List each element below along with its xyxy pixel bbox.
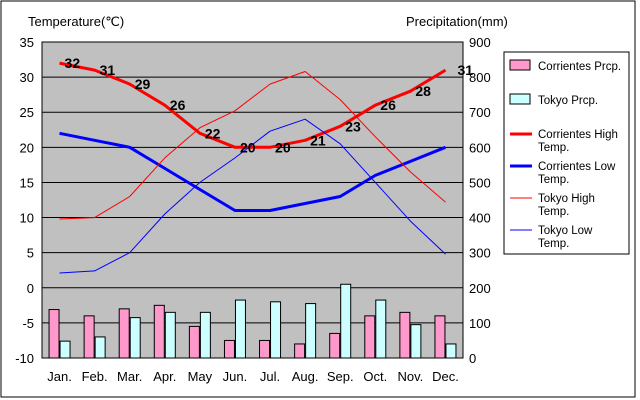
legend-label: Corrientes High Temp. [538, 129, 618, 154]
x-tick-label: May [188, 369, 213, 384]
x-tick-label: Feb. [82, 369, 108, 384]
x-tick-label: Mar. [117, 369, 142, 384]
precip-bar [118, 308, 130, 359]
legend-label-line: Corrientes High [538, 129, 618, 141]
right-tick-label: 500 [469, 175, 491, 190]
temperature-lines [59, 61, 447, 274]
legend-swatch [509, 93, 531, 105]
precip-bar [59, 340, 71, 359]
legend-label: Tokyo Low Temp. [538, 225, 593, 250]
legend-label-line: Corrientes Low [538, 161, 616, 173]
precip-bar [223, 339, 235, 359]
left-tick-label: 0 [27, 281, 34, 296]
precip-bar [305, 303, 317, 359]
axes: -10 -5 0 5 10 15 20 25 30 35 0 100 200 300 400 500 600 70… [15, 35, 491, 384]
legend-label-line: Temp. [538, 174, 569, 186]
left-tick-label: -10 [15, 351, 34, 366]
x-tick-label: Apr. [153, 369, 176, 384]
precip-bar [164, 311, 176, 359]
legend-label-line: Tokyo High [538, 193, 595, 205]
left-tick-label: 5 [27, 246, 34, 261]
data-label: 29 [135, 76, 151, 92]
data-label: 20 [240, 139, 256, 155]
precip-bar [83, 315, 95, 359]
left-tick-label: 25 [20, 105, 34, 120]
series-line [59, 118, 446, 274]
right-tick-label: 900 [469, 35, 491, 50]
x-tick-label: Oct. [363, 369, 387, 384]
precipitation-bars [48, 283, 457, 359]
series-line [59, 71, 446, 220]
precip-bar [188, 325, 200, 359]
legend-label: Corrientes Low Temp. [538, 161, 616, 186]
plot-area [41, 41, 464, 359]
precip-bar [375, 299, 387, 359]
x-tick-label: Nov. [397, 369, 423, 384]
precip-bar [270, 301, 282, 359]
precip-bar [129, 317, 141, 359]
data-label: 31 [100, 62, 116, 78]
left-tick-label: 10 [20, 211, 34, 226]
left-tick-label: 30 [20, 70, 34, 85]
data-labels: 32 31 29 26 22 20 20 21 23 26 28 31 [65, 55, 474, 155]
precip-bar [259, 339, 271, 359]
data-label: 22 [205, 125, 221, 141]
right-tick-label: 700 [469, 105, 491, 120]
data-label: 26 [170, 97, 186, 113]
data-label: 28 [415, 83, 431, 99]
legend-label-line: Temp. [538, 206, 569, 218]
legend-label: Corrientes Prcp. [538, 61, 621, 73]
precip-bar [48, 309, 60, 359]
data-label: 20 [275, 139, 291, 155]
precip-bar [294, 343, 306, 359]
precip-bar [434, 315, 446, 359]
data-label: 21 [310, 132, 326, 148]
precip-bar [340, 283, 352, 359]
left-tick-label: 20 [20, 140, 34, 155]
precip-bar [445, 343, 457, 359]
precip-bar [399, 311, 411, 359]
legend: Corrientes Prcp. Tokyo Prcp. Corrientes Hi… [509, 59, 621, 250]
right-axis-title: Precipitation(mm) [406, 14, 508, 29]
precip-bar [94, 336, 106, 359]
data-label: 23 [345, 118, 361, 134]
legend-box [503, 51, 630, 255]
right-tick-label: 0 [469, 351, 476, 366]
precip-bar [410, 324, 422, 359]
series-line [59, 131, 447, 212]
legend-label-line: Temp. [538, 238, 569, 250]
data-label: 32 [65, 55, 81, 71]
legend-swatch [509, 59, 531, 71]
left-tick-label: 15 [20, 175, 34, 190]
legend-label: Tokyo High Temp. [538, 193, 595, 218]
data-label: 26 [380, 97, 396, 113]
left-tick-label: 35 [20, 35, 34, 50]
legend-label-line: Tokyo Low [538, 225, 593, 237]
legend-label-line: Temp. [538, 142, 569, 154]
left-tick-label: -5 [22, 316, 34, 331]
x-tick-label: Jun. [223, 369, 248, 384]
left-axis-title: Temperature(℃) [28, 14, 124, 29]
right-tick-label: 300 [469, 246, 491, 261]
right-tick-label: 600 [469, 140, 491, 155]
right-tick-label: 400 [469, 211, 491, 226]
x-tick-label: Jul. [260, 369, 280, 384]
right-tick-label: 200 [469, 281, 491, 296]
precip-bar [234, 299, 246, 359]
x-tick-label: Sep. [327, 369, 354, 384]
series-line [59, 61, 447, 149]
precip-bar [199, 311, 211, 359]
precip-bar [329, 332, 341, 359]
x-tick-label: Aug. [292, 369, 319, 384]
data-label: 31 [457, 62, 473, 78]
x-tick-label: Dec. [432, 369, 459, 384]
right-tick-label: 100 [469, 316, 491, 331]
right-tick-label: 800 [469, 70, 491, 85]
precip-bar [364, 315, 376, 359]
precip-bar [153, 304, 165, 359]
x-tick-label: Jan. [47, 369, 72, 384]
legend-label: Tokyo Prcp. [538, 95, 598, 107]
